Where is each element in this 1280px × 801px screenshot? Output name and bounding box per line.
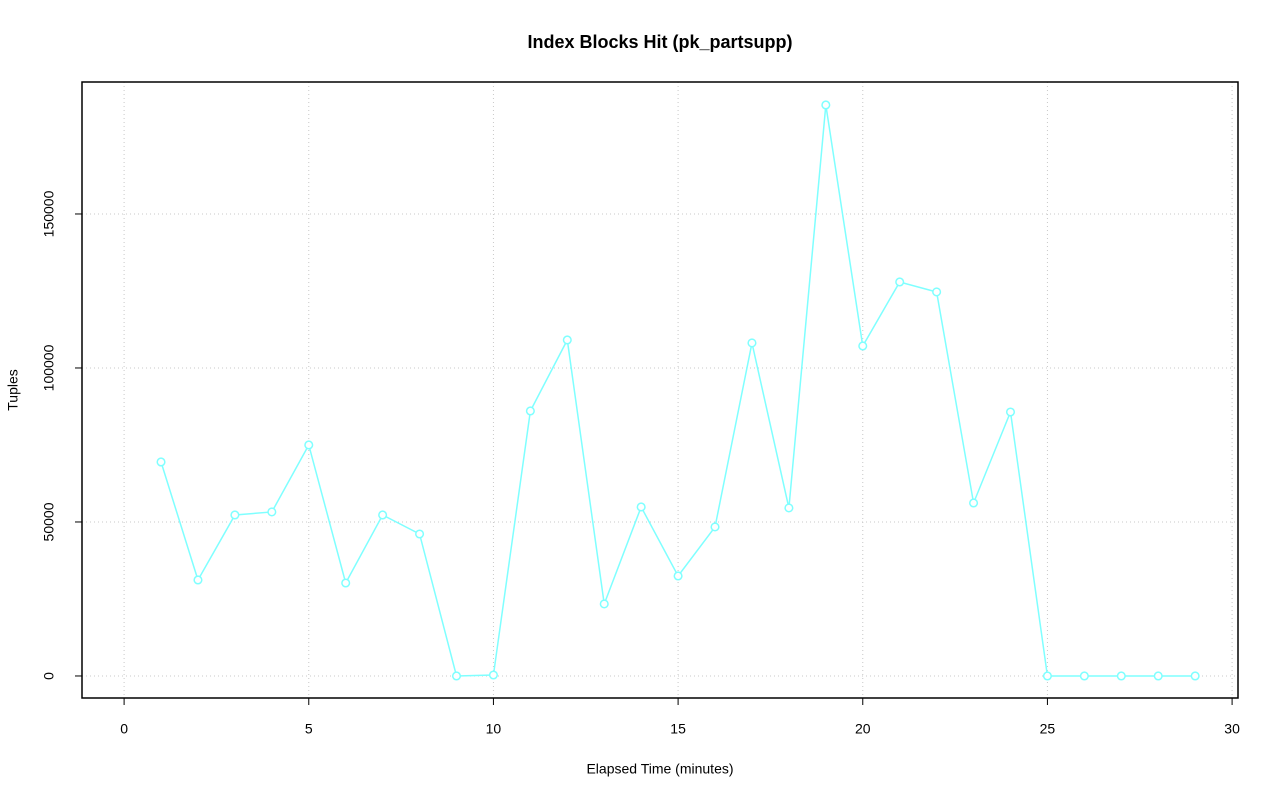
data-point (710, 522, 720, 532)
plot-frame (81, 81, 1239, 699)
data-point (1042, 671, 1052, 681)
data-point (341, 578, 351, 588)
data-point (673, 571, 683, 581)
data-point (969, 498, 979, 508)
data-point (267, 507, 277, 517)
y-tick-label: 100000 (41, 344, 57, 391)
data-point (156, 457, 166, 467)
chart-title: Index Blocks Hit (pk_partsupp) (527, 32, 792, 52)
x-tick-label: 5 (305, 721, 313, 737)
data-point (230, 510, 240, 520)
y-axis-label: Tuples (5, 369, 21, 411)
data-point (415, 529, 425, 539)
data-point (378, 510, 388, 520)
x-tick-label: 20 (855, 721, 871, 737)
data-point (932, 287, 942, 297)
x-tick-label: 15 (670, 721, 686, 737)
data-point (747, 338, 757, 348)
x-tick-label: 0 (120, 721, 128, 737)
data-point (784, 503, 794, 513)
x-tick-label: 30 (1224, 721, 1240, 737)
x-tick-label: 25 (1040, 721, 1056, 737)
data-point (636, 502, 646, 512)
data-point (821, 100, 831, 110)
data-point (858, 341, 868, 351)
data-point (1190, 671, 1200, 681)
data-point (1153, 671, 1163, 681)
data-point (1005, 407, 1016, 417)
y-tick-label: 0 (41, 672, 57, 680)
data-point (193, 575, 203, 585)
x-tick-label: 10 (486, 721, 502, 737)
y-tick-label: 50000 (41, 502, 57, 541)
data-point (895, 277, 905, 287)
data-point (525, 406, 535, 416)
data-point (1116, 671, 1126, 681)
data-point (562, 335, 572, 345)
data-point (599, 599, 609, 609)
data-point (304, 440, 314, 450)
data-point (1079, 671, 1089, 681)
y-tick-label: 150000 (41, 190, 57, 237)
data-point (451, 671, 462, 681)
data-point (488, 670, 498, 680)
x-axis-label: Elapsed Time (minutes) (586, 761, 733, 777)
